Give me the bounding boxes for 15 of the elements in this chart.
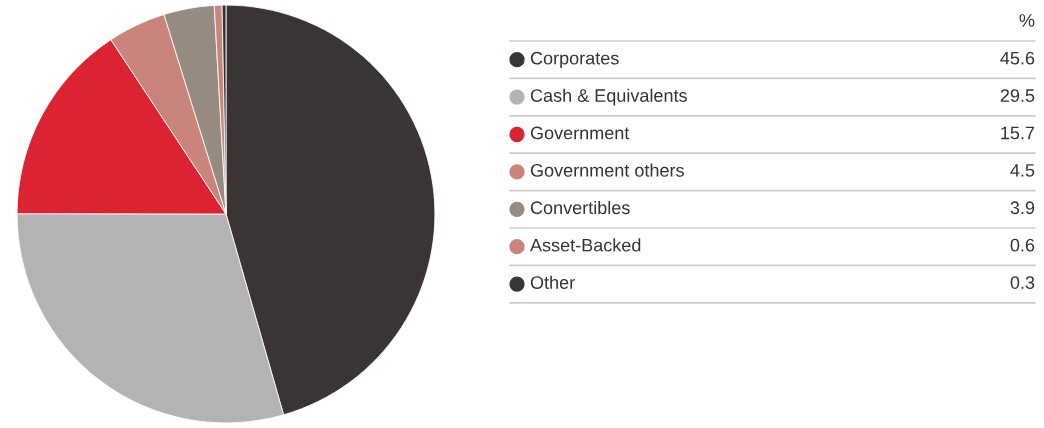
data-label: 0.3 — [1010, 276, 1035, 289]
legend-title: % — [1019, 14, 1035, 27]
data-label: 29.5 — [1000, 89, 1035, 102]
data-label: 15.7 — [1001, 126, 1035, 140]
data-label: 3.9 — [1010, 201, 1035, 215]
legend-label: Convertibles — [530, 200, 630, 215]
data-label: 4.5 — [1010, 164, 1035, 177]
data-label: 0.6 — [1010, 238, 1035, 252]
legend-label: Asset-Backed — [530, 238, 641, 252]
legend-label: Government — [530, 126, 630, 140]
legend-label: Corporates — [530, 51, 619, 69]
legend-label: Government others — [530, 163, 684, 177]
data-label: 45.6 — [1000, 51, 1035, 65]
legend-label: Cash & Equivalents — [530, 88, 687, 106]
legend-label: Other — [530, 275, 575, 289]
